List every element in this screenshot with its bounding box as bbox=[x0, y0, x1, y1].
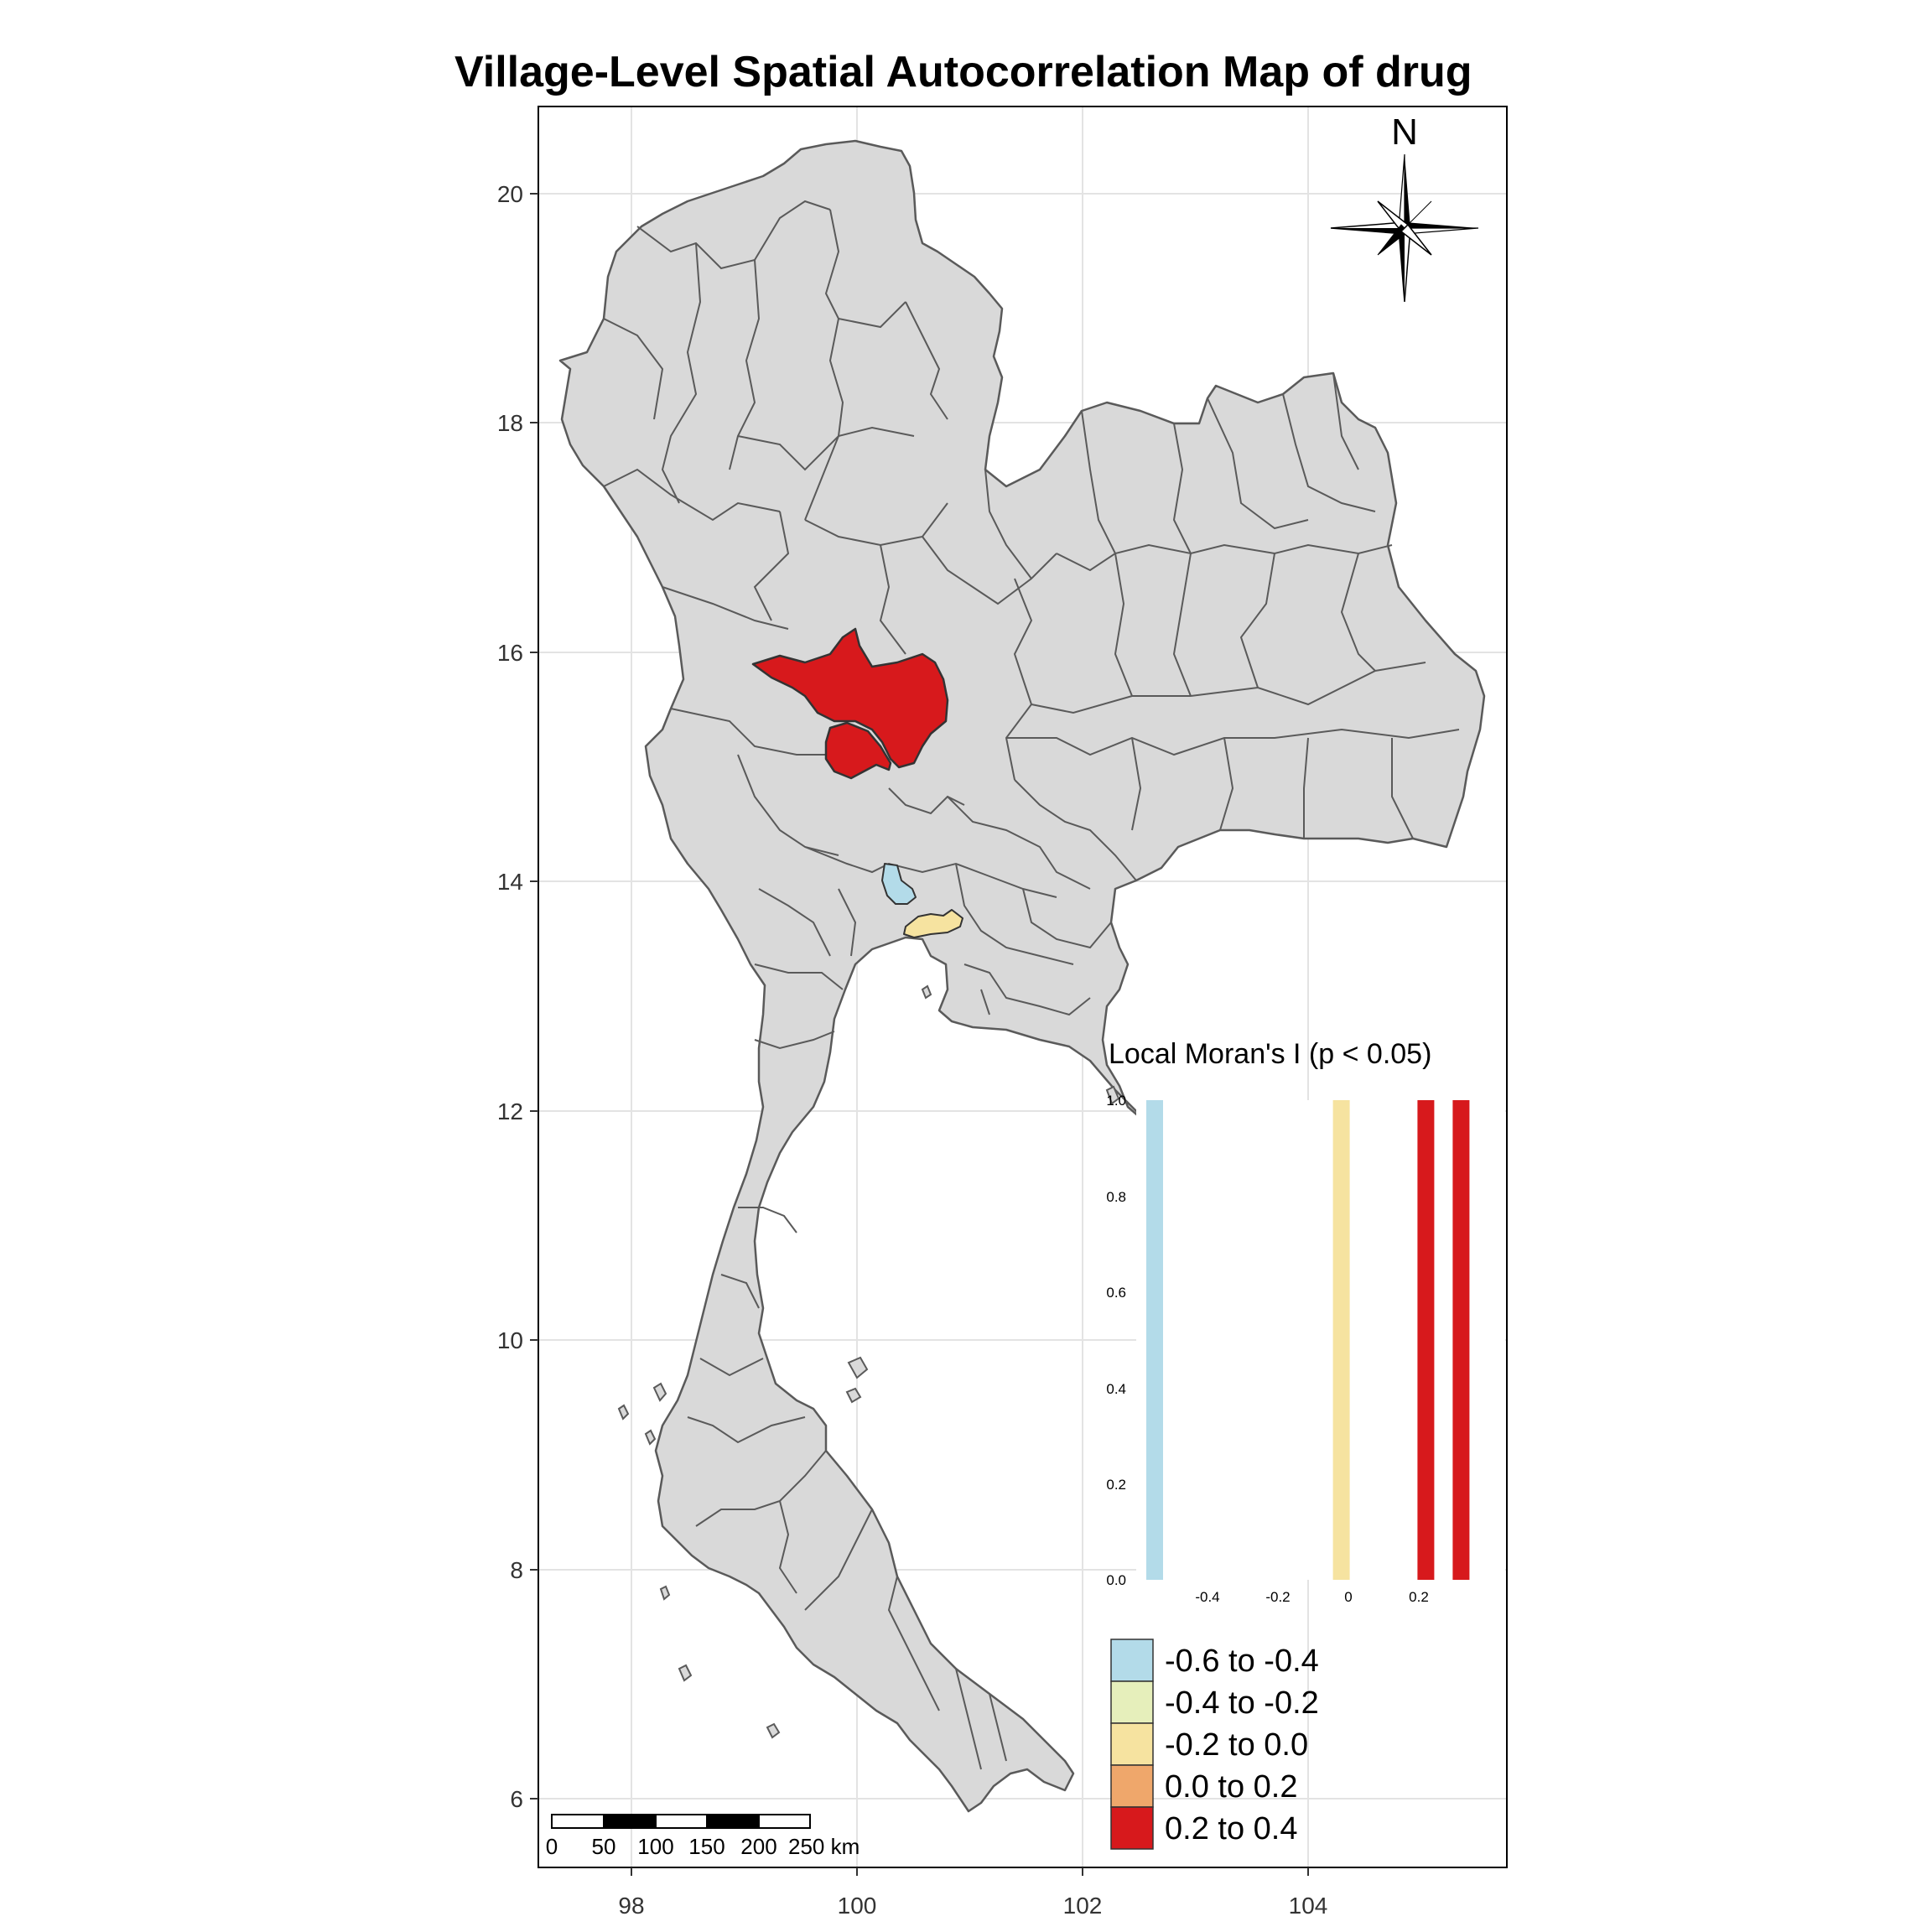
hist-y-tick-label: 0.8 bbox=[1106, 1189, 1126, 1205]
island-gulf-2 bbox=[845, 1387, 862, 1404]
histogram-title: Local Moran's I (p < 0.05) bbox=[1109, 1038, 1431, 1070]
histogram-bar bbox=[1146, 1100, 1163, 1580]
x-tick-label: 98 bbox=[618, 1893, 644, 1919]
histogram-bar bbox=[1417, 1100, 1435, 1580]
hist-y-tick-label: 1.0 bbox=[1106, 1093, 1126, 1109]
legend-swatch bbox=[1110, 1806, 1154, 1850]
island-1 bbox=[652, 1382, 667, 1402]
scale-label: 200 bbox=[740, 1834, 776, 1859]
thailand-landmass bbox=[558, 139, 1486, 1813]
compass-north-label: N bbox=[1391, 112, 1418, 153]
compass-rose-icon: N bbox=[1330, 112, 1479, 303]
x-tick-label: 104 bbox=[1289, 1893, 1328, 1919]
hotspot-region-north bbox=[751, 627, 949, 769]
legend-label: 0.2 to 0.4 bbox=[1165, 1811, 1297, 1846]
legend-swatch bbox=[1110, 1722, 1154, 1766]
hist-x-tick-label: -0.2 bbox=[1265, 1589, 1290, 1605]
histogram-bars bbox=[1146, 1100, 1470, 1580]
x-axis-labels: 98 100 102 104 bbox=[618, 1893, 1327, 1919]
y-axis-labels: 20 18 16 14 12 10 8 6 bbox=[497, 181, 523, 1812]
y-tick-label: 18 bbox=[497, 410, 523, 436]
legend-swatch bbox=[1110, 1764, 1154, 1808]
scale-bar: 0 50 100 150 200 250 km bbox=[546, 1814, 860, 1859]
axis-ticks bbox=[530, 193, 1309, 1876]
legend-label: -0.4 to -0.2 bbox=[1165, 1685, 1319, 1721]
scale-label: 100 bbox=[637, 1834, 673, 1859]
hist-x-tick-label: 0 bbox=[1344, 1589, 1352, 1605]
island-east-1 bbox=[921, 984, 932, 1000]
island-2 bbox=[644, 1429, 657, 1446]
hist-y-tick-label: 0.2 bbox=[1106, 1477, 1126, 1493]
island-5 bbox=[678, 1664, 693, 1682]
legend-swatch bbox=[1110, 1680, 1154, 1724]
x-tick-label: 100 bbox=[838, 1893, 877, 1919]
legend-swatch bbox=[1110, 1639, 1154, 1682]
y-tick-label: 14 bbox=[497, 869, 523, 895]
scale-label: 0 bbox=[546, 1834, 558, 1859]
island-3 bbox=[617, 1404, 630, 1420]
legend: -0.6 to -0.4 -0.4 to -0.2 -0.2 to 0.0 0.0 t… bbox=[1110, 1639, 1319, 1850]
y-tick-label: 20 bbox=[497, 181, 523, 207]
hist-x-tick-label: 0.2 bbox=[1409, 1589, 1429, 1605]
scale-label: 250 km bbox=[788, 1834, 860, 1859]
map-title: Village-Level Spatial Autocorrelation Ma… bbox=[0, 47, 1932, 106]
y-tick-label: 6 bbox=[510, 1786, 523, 1812]
island-east-2 bbox=[1105, 1085, 1120, 1105]
histogram-panel bbox=[1136, 1100, 1505, 1580]
mild-region bbox=[903, 909, 963, 938]
hist-y-tick-label: 0.4 bbox=[1106, 1381, 1126, 1397]
map-title-text: Village-Level Spatial Autocorrelation Ma… bbox=[454, 48, 1472, 96]
histogram-y-ticks: 0.0 0.2 0.4 0.6 0.8 1.0 bbox=[1106, 1093, 1126, 1588]
legend-label: -0.6 to -0.4 bbox=[1165, 1644, 1319, 1679]
island-4 bbox=[659, 1585, 671, 1601]
y-tick-label: 10 bbox=[497, 1327, 523, 1353]
hist-y-tick-label: 0.0 bbox=[1106, 1572, 1126, 1588]
moran-histogram: Local Moran's I (p < 0.05) 0.0 0.2 0.4 0… bbox=[1106, 1038, 1505, 1605]
hist-x-tick-label: -0.4 bbox=[1195, 1589, 1219, 1605]
country-outline bbox=[558, 139, 1486, 1813]
scale-label: 50 bbox=[592, 1834, 616, 1859]
map-panel-border bbox=[538, 106, 1508, 1868]
y-tick-label: 12 bbox=[497, 1098, 523, 1124]
coldspot-region bbox=[881, 863, 917, 905]
histogram-x-ticks: -0.4 -0.2 0 0.2 bbox=[1195, 1589, 1428, 1605]
histogram-bar bbox=[1452, 1100, 1470, 1580]
legend-label: -0.2 to 0.0 bbox=[1165, 1727, 1308, 1763]
hotspot-region-south bbox=[824, 721, 892, 780]
scale-label: 150 bbox=[688, 1834, 724, 1859]
title-clip bbox=[1505, 47, 1932, 106]
island-6 bbox=[766, 1722, 781, 1739]
island-gulf-1 bbox=[847, 1356, 869, 1379]
x-tick-label: 102 bbox=[1063, 1893, 1103, 1919]
y-tick-label: 16 bbox=[497, 640, 523, 666]
province-borders bbox=[603, 200, 1460, 1770]
hist-y-tick-label: 0.6 bbox=[1106, 1285, 1126, 1301]
histogram-bar bbox=[1332, 1100, 1350, 1580]
y-tick-label: 8 bbox=[510, 1557, 523, 1583]
legend-label: 0.0 to 0.2 bbox=[1165, 1769, 1297, 1805]
